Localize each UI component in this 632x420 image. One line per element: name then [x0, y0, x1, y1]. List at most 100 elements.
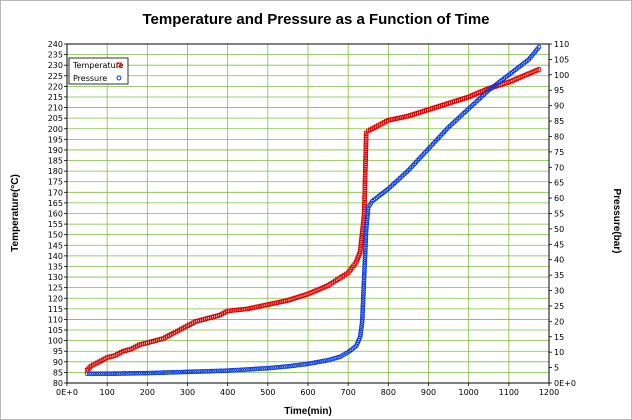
pressure-point [359, 325, 364, 331]
pressure-point [263, 365, 268, 371]
legend-marker-temperature [116, 62, 122, 68]
pressure-point [301, 362, 306, 367]
pressure-point [363, 230, 369, 236]
x-tick-label: 1100 [499, 388, 519, 397]
right-tick-label: 105 [554, 55, 569, 64]
pressure-point [357, 334, 363, 340]
pressure-point [362, 252, 368, 258]
pressure-point [178, 369, 184, 375]
pressure-point [142, 370, 148, 376]
pressure-point [238, 367, 244, 373]
pressure-point [156, 370, 161, 376]
pressure-point [258, 366, 264, 371]
pressure-point [276, 364, 282, 370]
pressure-point [361, 270, 367, 276]
left-tick-label: 120 [48, 294, 63, 303]
pressure-point [314, 359, 320, 365]
pressure-point [189, 369, 195, 375]
x-tick-label: 200 [140, 388, 155, 397]
pressure-point [207, 368, 213, 374]
pressure-point [182, 369, 188, 375]
pressure-point [361, 285, 367, 291]
pressure-point [131, 370, 137, 376]
pressure-point [365, 213, 370, 219]
pressure-point [365, 211, 370, 217]
pressure-point [363, 228, 369, 234]
x-tick-label: 300 [180, 388, 195, 397]
pressure-point [363, 237, 369, 243]
x-tick-label: 600 [300, 388, 315, 397]
pressure-point [365, 209, 371, 215]
pressure-point [310, 360, 315, 366]
left-tick-label: 125 [48, 284, 63, 293]
pressure-point [360, 303, 366, 309]
pressure-point [249, 366, 255, 372]
pressure-point [205, 368, 210, 374]
pressure-point [362, 263, 367, 269]
pressure-point [358, 330, 364, 335]
legend-marker-pressure [116, 75, 122, 81]
left-tick-label: 230 [48, 61, 63, 70]
pressure-point [363, 239, 369, 245]
pressure-point [89, 371, 94, 377]
pressure-point [296, 362, 302, 368]
pressure-point [115, 371, 121, 376]
left-tick-label: 135 [48, 262, 63, 271]
left-tick-label: 160 [48, 210, 63, 219]
pressure-point [360, 294, 366, 300]
pressure-point [333, 355, 339, 361]
right-tick-label: 50 [554, 225, 564, 234]
x-tick-label: 100 [100, 388, 115, 397]
pressure-point [360, 312, 365, 318]
x-tick-label: 1200 [539, 388, 559, 397]
pressure-point [362, 266, 367, 271]
pressure-point [364, 215, 370, 221]
pressure-point [167, 370, 172, 375]
pressure-point [109, 371, 114, 377]
pressure-point [256, 366, 262, 372]
left-tick-label: 155 [48, 220, 63, 229]
pressure-point [240, 367, 246, 373]
pressure-point [129, 371, 135, 376]
left-tick-label: 95 [53, 347, 63, 356]
right-axis-ticks: 0E+0 5 10 15 20 25 30 35 40 45 50 55 60 65 70 75 80 85 90 9… [549, 40, 576, 388]
pressure-point [363, 241, 368, 247]
left-tick-label: 100 [48, 337, 63, 346]
pressure-point [216, 368, 222, 374]
pressure-point [360, 308, 366, 313]
pressure-point [359, 316, 365, 322]
pressure-point [365, 207, 371, 212]
x-axis-label: Time(min) [284, 406, 332, 417]
left-tick-label: 195 [48, 135, 63, 144]
left-tick-label: 165 [48, 199, 63, 208]
pressure-point [363, 244, 368, 249]
pressure-point [364, 222, 369, 227]
pressure-point [287, 363, 293, 369]
right-tick-label: 40 [554, 256, 564, 265]
pressure-point [180, 369, 186, 375]
right-tick-label: 45 [554, 240, 564, 249]
right-tick-label: 10 [554, 348, 564, 357]
pressure-point [362, 255, 368, 260]
pressure-point [316, 359, 322, 365]
pressure-point [285, 364, 291, 369]
pressure-point [245, 367, 251, 372]
left-tick-label: 180 [48, 167, 63, 176]
pressure-point [274, 365, 280, 370]
pressure-point [363, 246, 368, 252]
series-pressure [84, 44, 542, 377]
x-tick-label: 500 [260, 388, 275, 397]
pressure-point [86, 371, 92, 377]
pressure-point [261, 366, 266, 371]
pressure-point [360, 314, 365, 320]
pressure-point [358, 332, 363, 337]
pressure-point [136, 370, 141, 376]
left-tick-label: 115 [48, 305, 63, 314]
pressure-point [292, 363, 297, 368]
pressure-point [100, 371, 106, 377]
pressure-point [111, 371, 117, 377]
pressure-point [272, 365, 277, 370]
left-tick-label: 150 [48, 231, 63, 240]
pressure-point [281, 364, 286, 370]
